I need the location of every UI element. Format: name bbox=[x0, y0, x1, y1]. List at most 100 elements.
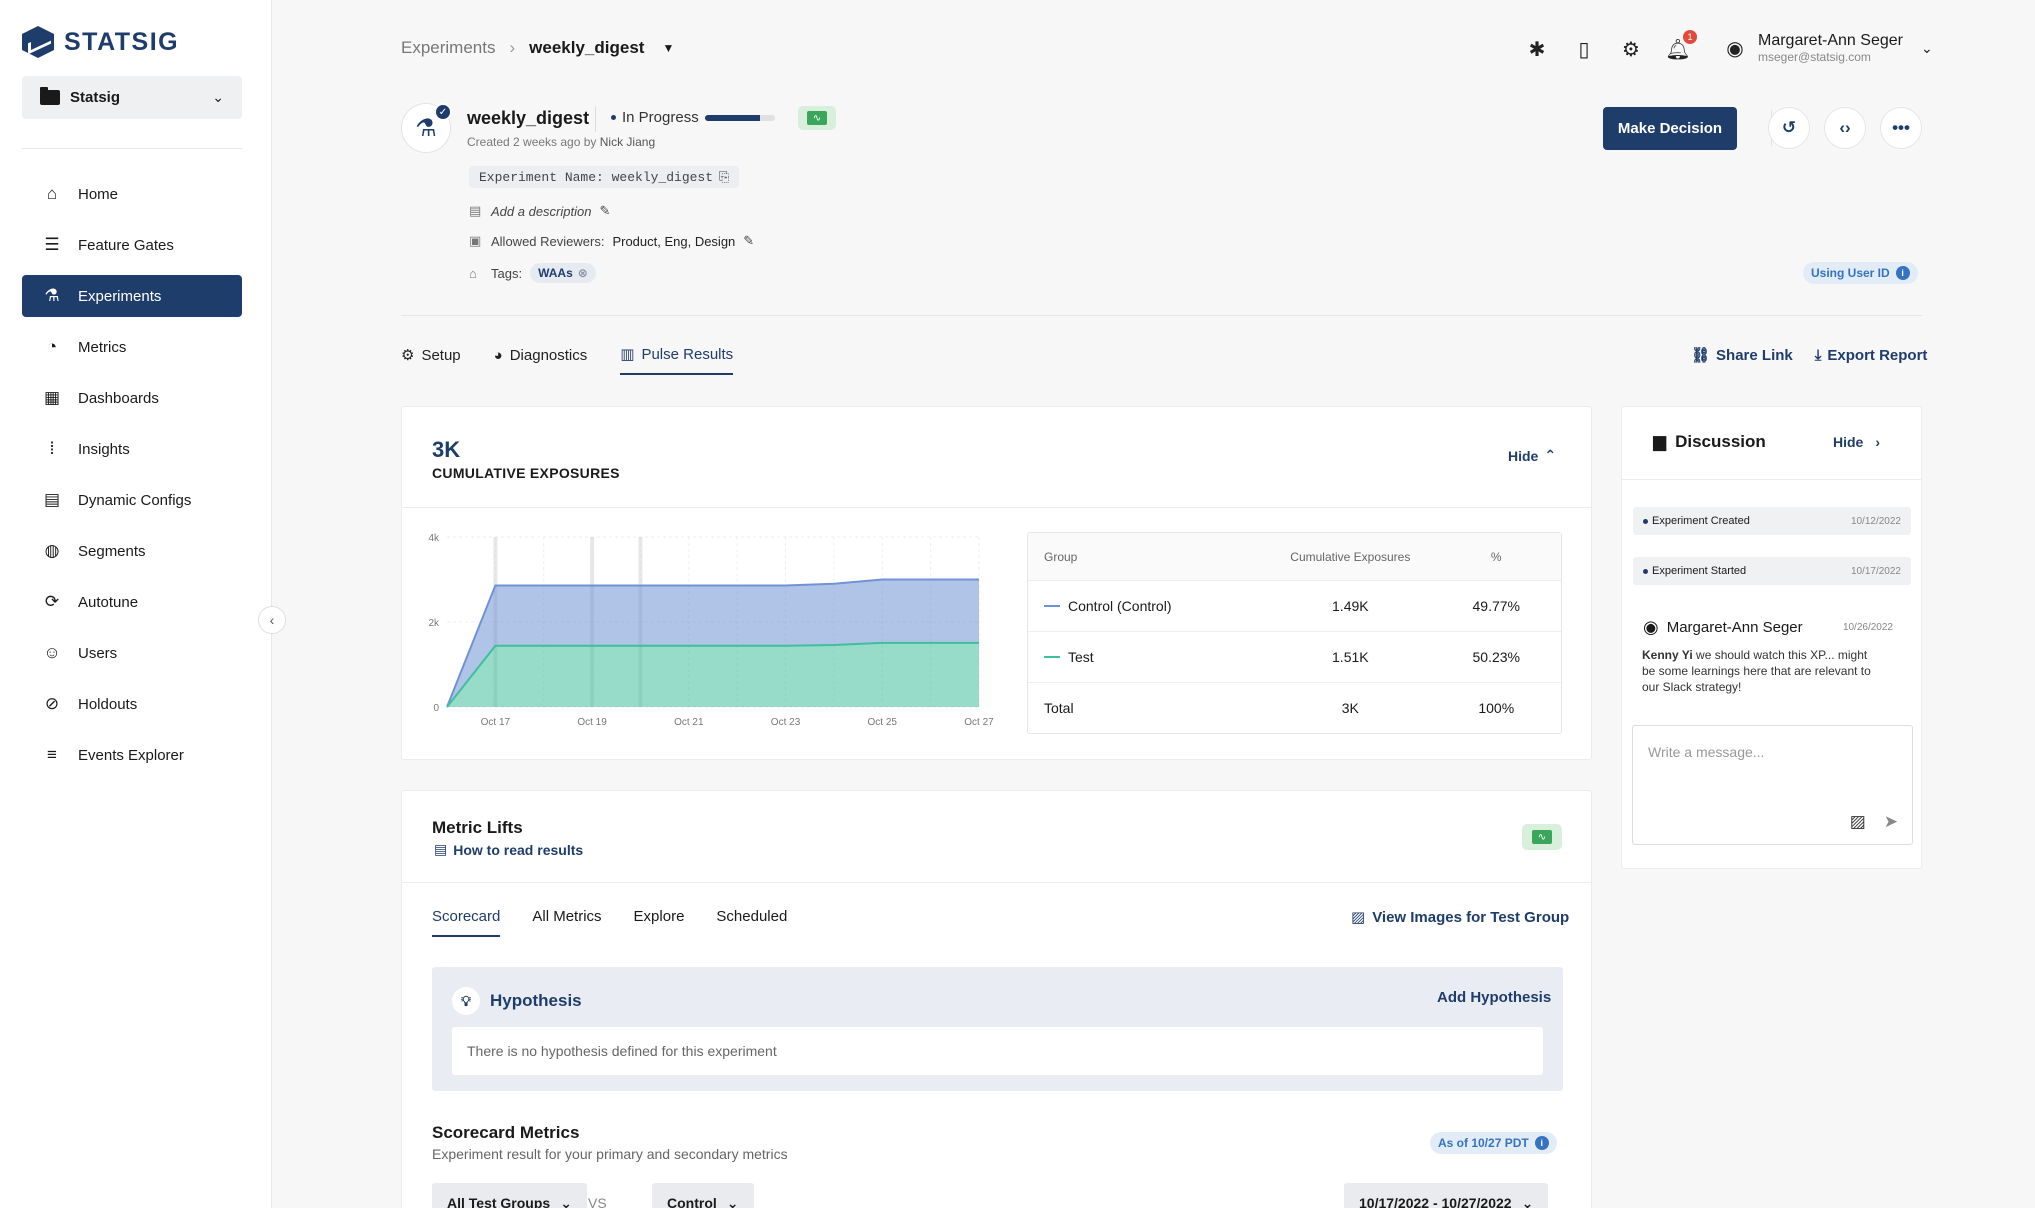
sidebar-item-insights[interactable]: ⦙ Insights bbox=[22, 428, 242, 470]
message-input[interactable]: Write a message... ▨ ➤ bbox=[1632, 725, 1913, 845]
percent-cell: 100% bbox=[1478, 700, 1515, 716]
as-of-badge: As of 10/27 PDT i bbox=[1430, 1132, 1557, 1154]
breadcrumb-current[interactable]: weekly_digest bbox=[529, 38, 645, 57]
sidebar-nav: ⌂ Home ☰ Feature Gates ⚗ Experiments ◔ Metrics ▦… bbox=[22, 173, 242, 785]
remove-tag-icon[interactable]: ⊗ bbox=[577, 266, 588, 280]
collapse-sidebar-button[interactable]: ‹ bbox=[258, 606, 286, 634]
sidebar-item-experiments[interactable]: ⚗ Experiments bbox=[22, 275, 242, 317]
progress-fill bbox=[705, 115, 760, 121]
tag-chip[interactable]: WAAs ⊗ bbox=[530, 263, 596, 283]
sidebar-item-autotune[interactable]: ⟳ Autotune bbox=[22, 581, 242, 623]
code-button[interactable]: ‹› bbox=[1824, 107, 1866, 149]
vs-label: VS bbox=[588, 1195, 607, 1208]
hide-exposures-button[interactable]: Hide ⌃ bbox=[1508, 447, 1556, 464]
event-date: 10/17/2022 bbox=[1850, 565, 1901, 577]
lightbulb-icon: 💡︎ bbox=[452, 987, 480, 1015]
sidebar-item-feature-gates[interactable]: ☰ Feature Gates bbox=[22, 224, 242, 266]
settings-gear-icon[interactable]: ⚙ bbox=[1622, 38, 1640, 61]
line-control bbox=[446, 578, 979, 708]
tab-pulse-results[interactable]: ▥ Pulse Results bbox=[620, 345, 734, 375]
sidebar-item-segments[interactable]: ◍ Segments bbox=[22, 530, 242, 572]
created-text: Created 2 weeks ago by bbox=[467, 135, 597, 149]
edit-pencil-icon[interactable]: ✎ bbox=[743, 233, 755, 248]
divider bbox=[402, 507, 1591, 508]
description-placeholder: Add a description bbox=[491, 203, 592, 219]
history-button[interactable]: ↺ bbox=[1768, 107, 1810, 149]
exposures-table: Group Cumulative Exposures% Control (Contr… bbox=[1027, 532, 1562, 734]
sidebar-item-dashboards[interactable]: ▦ Dashboards bbox=[22, 377, 242, 419]
project-selector[interactable]: Statsig ⌄ bbox=[22, 76, 242, 119]
chevron-down-icon: ⌄ bbox=[212, 89, 224, 105]
sidebar-item-events-explorer[interactable]: ≡ Events Explorer bbox=[22, 734, 242, 776]
book-icon[interactable]: ▯ bbox=[1578, 38, 1590, 61]
chevron-down-icon: ⌄ bbox=[1920, 39, 1933, 56]
gauge-icon: ◔ bbox=[46, 337, 58, 356]
share-link-button[interactable]: ⛓ Share Link bbox=[1691, 346, 1793, 365]
tab-setup[interactable]: ⚙ Setup bbox=[401, 345, 461, 375]
tab-explore[interactable]: Explore bbox=[633, 908, 685, 925]
experiment-status: In Progress bbox=[611, 109, 699, 126]
sidebar-item-label: Dashboards bbox=[78, 389, 159, 407]
experiment-name-chip[interactable]: Experiment Name: weekly_digest ⎘ bbox=[469, 166, 740, 188]
status-label: In Progress bbox=[622, 109, 699, 126]
health-check-badge[interactable]: ∿ bbox=[1522, 824, 1562, 850]
make-decision-button[interactable]: Make Decision bbox=[1603, 107, 1737, 150]
experiment-title: weekly_digest bbox=[467, 108, 590, 128]
compare-group-dropdown[interactable]: Control ⌄ bbox=[652, 1183, 754, 1208]
tab-diagnostics[interactable]: ◕ Diagnostics bbox=[494, 345, 588, 375]
image-upload-icon[interactable]: ▨ bbox=[1849, 812, 1866, 831]
top-toolbar: ✱ ▯ ⚙ 🔔︎ 1 bbox=[1524, 30, 1697, 62]
info-icon[interactable]: i bbox=[1895, 266, 1910, 280]
date-range-value: 10/17/2022 - 10/27/2022 bbox=[1359, 1195, 1512, 1208]
divider bbox=[402, 882, 1591, 883]
edit-pencil-icon[interactable]: ✎ bbox=[599, 203, 611, 218]
more-options-button[interactable]: ••• bbox=[1880, 107, 1922, 149]
breadcrumb-experiments[interactable]: Experiments bbox=[401, 38, 496, 57]
send-icon[interactable]: ➤ bbox=[1883, 812, 1898, 831]
sidebar-item-home[interactable]: ⌂ Home bbox=[22, 173, 242, 215]
add-hypothesis-button[interactable]: Add Hypothesis bbox=[1437, 989, 1552, 1006]
bar-chart-icon: ▥ bbox=[620, 346, 635, 363]
sidebar-item-users[interactable]: ☺ Users bbox=[22, 632, 242, 674]
exposures-label: CUMULATIVE EXPOSURES bbox=[432, 465, 620, 481]
test-group-dropdown[interactable]: All Test Groups ⌄ bbox=[432, 1183, 587, 1208]
tags-label: Tags: bbox=[491, 265, 523, 281]
sidebar-item-dynamic-configs[interactable]: ▤ Dynamic Configs bbox=[22, 479, 242, 521]
tab-scheduled[interactable]: Scheduled bbox=[716, 908, 788, 925]
autotune-icon: ⟳ bbox=[44, 592, 60, 611]
how-to-read-link[interactable]: ▤ How to read results bbox=[434, 841, 583, 858]
tab-scorecard[interactable]: Scorecard bbox=[432, 908, 501, 937]
sidebar-item-holdouts[interactable]: ⊘ Holdouts bbox=[22, 683, 242, 725]
exposures-cell: 1.49K bbox=[1332, 598, 1369, 614]
x-tick-label: Oct 21 bbox=[674, 717, 704, 728]
hide-label: Hide bbox=[1833, 434, 1864, 450]
exposures-chart: 0 2k 4k Oct 17 Oct 19 Oct 21 Oct 23 Oct 25 Oct 2… bbox=[422, 527, 994, 747]
notification-bell-icon[interactable]: 🔔︎ 1 bbox=[1665, 30, 1697, 62]
health-check-badge[interactable]: ∿ bbox=[798, 106, 836, 130]
tab-all-metrics[interactable]: All Metrics bbox=[532, 908, 602, 925]
sidebar-item-metrics[interactable]: ◔ Metrics bbox=[22, 326, 242, 368]
percent-cell: 49.77% bbox=[1472, 598, 1520, 614]
folder-icon bbox=[40, 87, 60, 105]
view-images-button[interactable]: ▨ View Images for Test Group bbox=[1351, 908, 1569, 927]
message-placeholder: Write a message... bbox=[1648, 744, 1765, 760]
date-range-dropdown[interactable]: 10/17/2022 - 10/27/2022 ⌄ bbox=[1344, 1183, 1549, 1208]
download-icon: ⤓ bbox=[1814, 346, 1822, 364]
sliders-icon: ☰ bbox=[44, 235, 60, 254]
bug-icon[interactable]: ✱ bbox=[1528, 38, 1546, 61]
hide-discussion-button[interactable]: Hide › bbox=[1833, 434, 1880, 450]
info-icon[interactable]: i bbox=[1534, 1136, 1549, 1150]
scorecard-subtitle: Experiment result for your primary and s… bbox=[432, 1146, 788, 1162]
copy-icon[interactable]: ⎘ bbox=[719, 169, 730, 185]
table-row: Control (Control) 1.49K 49.77% bbox=[1028, 580, 1561, 631]
description-row[interactable]: ▤ Add a description ✎ bbox=[469, 203, 610, 219]
statsig-logo[interactable]: STATSIG bbox=[22, 26, 179, 58]
chevron-right-icon: › bbox=[509, 38, 516, 57]
export-report-button[interactable]: ⤓ Export Report bbox=[1815, 346, 1928, 364]
gear-icon: ⚙ bbox=[401, 347, 415, 364]
y-tick-label: 4k bbox=[428, 533, 440, 544]
comment-mention[interactable]: Kenny Yi bbox=[1642, 648, 1693, 662]
user-menu[interactable]: ◉ Margaret-Ann Seger mseger@statsig.com … bbox=[1722, 32, 1933, 64]
comment-author: Margaret-Ann Seger bbox=[1666, 619, 1803, 636]
caret-down-icon[interactable]: ▼ bbox=[662, 41, 675, 55]
